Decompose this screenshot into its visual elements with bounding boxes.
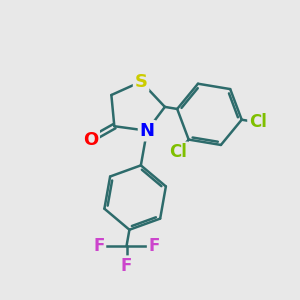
Text: F: F [121,257,132,275]
Text: S: S [135,73,148,91]
Text: F: F [148,237,160,255]
Text: Cl: Cl [169,143,187,161]
Text: F: F [93,237,105,255]
Text: N: N [140,122,154,140]
Text: O: O [83,130,98,148]
Text: Cl: Cl [249,113,267,131]
